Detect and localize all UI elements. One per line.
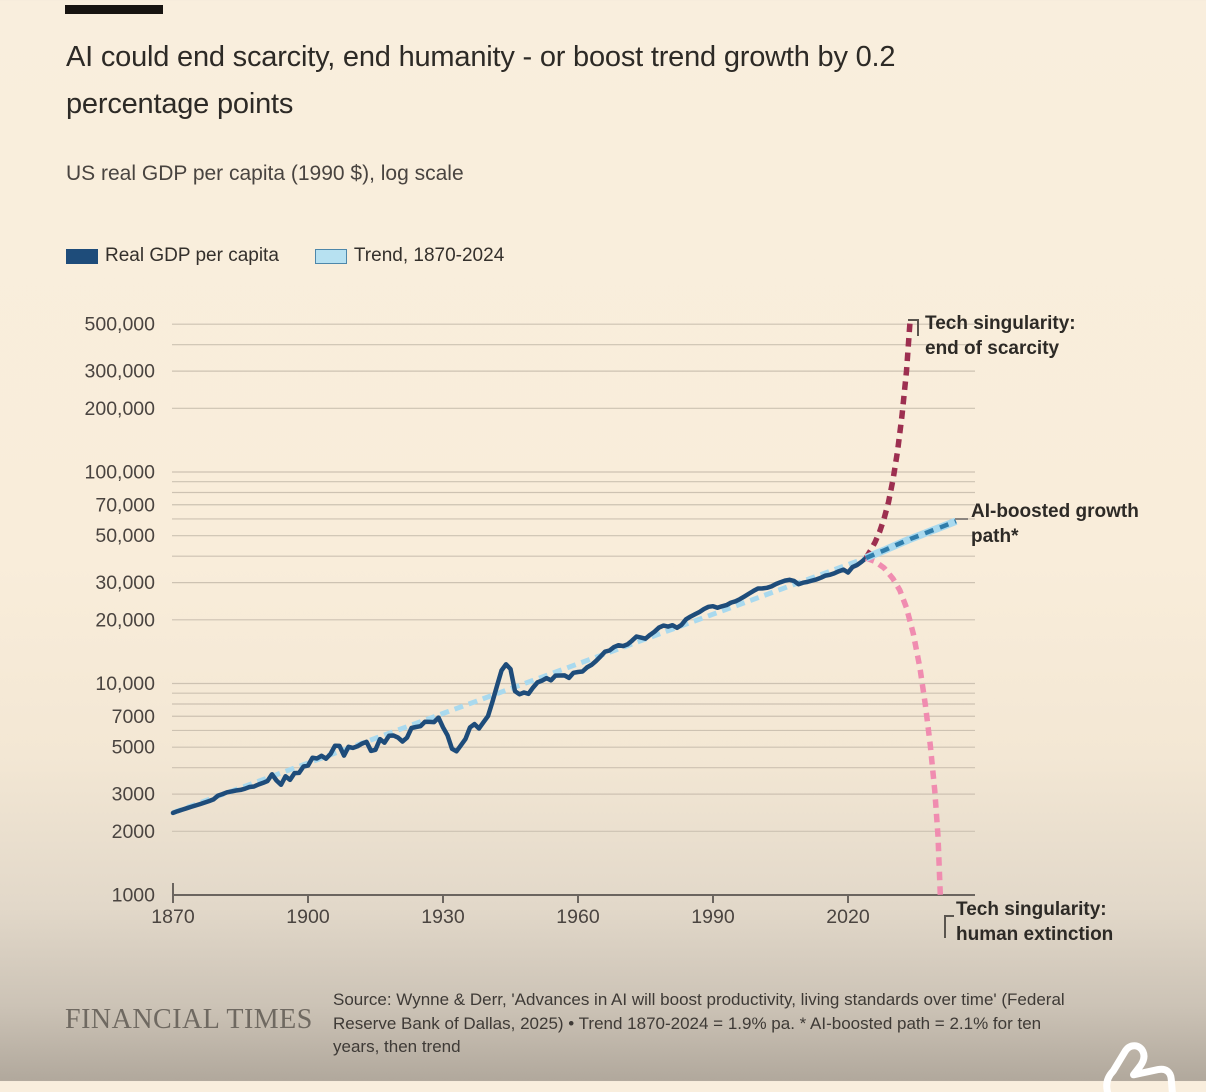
x-tick-label: 2020 [826,906,870,928]
scarcity-line [863,320,913,560]
y-tick-label: 300,000 [85,361,156,383]
y-tick-label: 100,000 [85,462,156,484]
gdp-swatch-icon [66,248,98,264]
extinction-line [865,555,944,896]
kicker-bar [65,5,163,14]
y-tick-label: 50,000 [95,525,155,547]
y-tick-label: 500,000 [85,314,156,336]
chart-title-line2: percentage points [66,88,294,120]
annotation-extinction: Tech singularity: human extinction [956,897,1113,947]
gdp-line [170,555,869,816]
annotation-scarcity: Tech singularity: end of scarcity [925,311,1076,361]
x-tick-label: 1930 [421,906,465,928]
source-line1: Source: Wynne & Derr, 'Advances in AI wi… [333,990,1065,1009]
y-tick-label: 200,000 [85,398,156,420]
ai-path-line [865,519,957,561]
ai-path-leader-icon [955,518,968,520]
y-tick-label: 5000 [112,737,156,759]
thumbs-up-icon[interactable] [1082,1032,1192,1092]
annotation-scarcity-line1: Tech singularity: [925,313,1076,334]
annotation-extinction-line2: human extinction [956,924,1114,945]
source-line3: years, then trend [333,1037,461,1056]
annotation-scarcity-line2: end of scarcity [925,338,1060,359]
legend-label-trend: Trend, 1870-2024 [353,245,505,266]
legend-item-trend: Trend, 1870-2024 [314,245,505,267]
annotation-ai-line2: path* [971,526,1019,547]
y-tick-label: 7000 [112,706,156,728]
legend-label-gdp: Real GDP per capita [105,245,279,266]
chart-title: AI could end scarcity, end humanity - or… [66,34,1126,128]
y-tick-label: 70,000 [95,494,155,516]
annotation-ai-path: AI-boosted growth path* [971,499,1139,549]
y-tick-label: 10,000 [95,673,155,695]
chart-title-line1: AI could end scarcity, end humanity - or… [66,41,896,73]
source-note: Source: Wynne & Derr, 'Advances in AI wi… [333,988,1193,1059]
y-tick-label: 2000 [112,821,156,843]
source-line2: Reserve Bank of Dallas, 2025) • Trend 18… [333,1013,1042,1033]
scarcity-leader-icon [908,319,919,336]
y-tick-label: 1000 [112,885,156,907]
annotation-ai-line1: AI-boosted growth [971,501,1139,522]
legend: Real GDP per capita Trend, 1870-2024 [66,245,504,267]
legend-item-gdp: Real GDP per capita [66,245,279,267]
x-tick-label: 1900 [286,906,330,928]
x-tick-label: 1870 [151,906,195,928]
x-tick-label: 1960 [556,906,600,928]
trend-swatch-icon [314,248,347,264]
chart-subtitle: US real GDP per capita (1990 $), log sca… [66,162,464,185]
y-tick-label: 30,000 [95,572,155,594]
trend-line [172,555,867,816]
x-tick-label: 1990 [691,906,735,928]
y-tick-label: 3000 [112,784,156,806]
extinction-leader-icon [944,915,954,938]
financial-times-logo: FINANCIAL TIMES [65,1004,313,1035]
y-tick-label: 20,000 [95,609,155,631]
annotation-extinction-line1: Tech singularity: [956,899,1107,920]
